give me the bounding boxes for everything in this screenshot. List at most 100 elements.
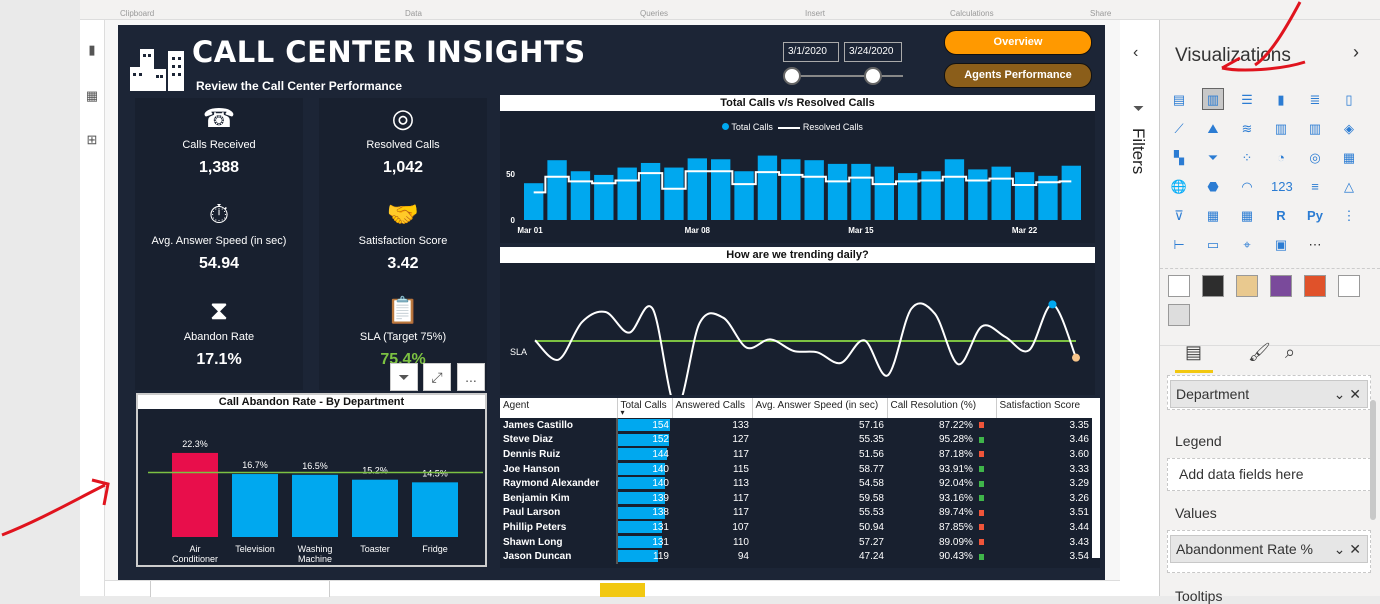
bar-total-calls — [687, 158, 707, 220]
line-column-icon[interactable]: ▥ — [1274, 121, 1288, 136]
table-row[interactable]: Joe Hanson 140 115 58.77 93.91% 3.33 — [500, 461, 1092, 477]
paginated-icon[interactable]: ▣ — [1274, 237, 1288, 252]
collapse-left-icon[interactable]: ‹ — [1133, 44, 1139, 61]
values-field-pill[interactable]: Abandonment Rate % ⌄ ✕ — [1170, 535, 1368, 563]
pane-scrollbar[interactable] — [1370, 400, 1376, 520]
focus-mode-icon[interactable]: ⤢ — [423, 363, 451, 391]
pie-icon[interactable]: ◔ — [1277, 150, 1285, 165]
python-visual-icon[interactable]: Py — [1307, 208, 1323, 223]
sort-descending-icon: ▾ — [620, 408, 625, 417]
date-slider-start-handle[interactable] — [783, 67, 801, 85]
map-icon[interactable]: 🌐 — [1170, 179, 1188, 194]
table-row[interactable]: Jason Duncan 119 94 47.24 90.43% 3.54 — [500, 549, 1092, 564]
start-date-input[interactable]: 3/1/2020 — [783, 42, 839, 62]
ribbon-icon[interactable]: ◈ — [1344, 121, 1354, 136]
table-row[interactable]: Shawn Long 131 110 57.27 89.09% 3.43 — [500, 534, 1092, 550]
report-view-icon[interactable]: ▮ — [88, 42, 96, 57]
100-bar-icon[interactable]: ≣ — [1309, 92, 1321, 107]
daily-trend-chart[interactable]: How are we trending daily? SLA — [500, 247, 1095, 395]
line-icon[interactable]: ⟋ — [1174, 121, 1184, 136]
table-row[interactable]: Phillip Peters 131 107 50.94 87.85% 3.44 — [500, 520, 1092, 535]
legend-total-calls: Total Calls — [731, 122, 773, 132]
custom-7-icon[interactable] — [1168, 304, 1190, 326]
table-scrollbar[interactable] — [1092, 398, 1100, 558]
clustered-column-icon[interactable]: ▮ — [1277, 92, 1285, 107]
qa-icon[interactable]: ▭ — [1206, 237, 1220, 252]
column-header[interactable]: Total Calls ▾ — [617, 398, 673, 418]
overview-button[interactable]: Overview — [944, 30, 1092, 55]
waterfall-icon[interactable]: ▚ — [1174, 150, 1184, 165]
satisfaction-score-cell: 3.46 — [1069, 434, 1089, 446]
call-resolution-cell: 87.22% — [887, 418, 996, 433]
table-row[interactable]: James Castillo 154 133 57.16 87.22% 3.35 — [500, 418, 1092, 433]
key-influencers-icon[interactable]: ⋮ — [1342, 208, 1356, 223]
filters-pane[interactable]: ‹ ⏷ Filters — [1120, 20, 1160, 596]
format-tab[interactable]: 🖌 — [1248, 342, 1271, 362]
stacked-area-icon[interactable]: ≋ — [1241, 121, 1253, 136]
table-row[interactable]: Benjamin Kim 139 117 59.58 93.16% 3.26 — [500, 490, 1092, 506]
kpi-panel-right — [319, 98, 487, 390]
column-header[interactable]: Satisfaction Score — [996, 398, 1093, 418]
table-row[interactable]: Steve Diaz 152 127 55.35 95.28% 3.46 — [500, 432, 1092, 448]
axis-field-pill[interactable]: Department ⌄ ✕ — [1170, 380, 1368, 408]
custom-6-icon[interactable] — [1338, 275, 1360, 297]
custom-1-icon[interactable] — [1168, 275, 1190, 297]
line-clustered-column-icon[interactable]: ▥ — [1308, 121, 1322, 136]
column-header[interactable]: Answered Calls — [672, 398, 753, 418]
filled-map-icon[interactable]: ⬣ — [1207, 179, 1219, 194]
r-visual-icon[interactable]: R — [1276, 208, 1286, 223]
total-calls-cell: 131 — [617, 520, 672, 535]
smart-narrative-icon[interactable]: ⌖ — [1243, 237, 1251, 252]
agents-table[interactable]: Agent Total Calls ▾ Answered Calls Avg. Answ… — [500, 398, 1100, 568]
expand-right-icon[interactable]: › — [1353, 42, 1359, 62]
slicer-icon[interactable]: ⊽ — [1174, 208, 1184, 223]
analytics-tab[interactable]: ⌕ — [1285, 342, 1296, 362]
column-header[interactable]: Avg. Answer Speed (in sec) — [752, 398, 888, 418]
filters-label[interactable]: Filters — [1129, 128, 1148, 175]
presentation-board-icon: 📋 — [386, 295, 420, 325]
legend-drop-zone[interactable]: Add data fields here — [1167, 458, 1371, 491]
end-date-input[interactable]: 3/24/2020 — [844, 42, 902, 62]
treemap-icon[interactable]: ▦ — [1342, 150, 1356, 165]
column-header[interactable]: Agent — [500, 398, 618, 418]
chevron-down-close-icon[interactable]: ⌄ ✕ — [1333, 386, 1361, 402]
100-column-icon[interactable]: ▯ — [1345, 92, 1353, 107]
scatter-icon[interactable]: ⁘ — [1241, 150, 1253, 165]
custom-2-icon[interactable] — [1202, 275, 1224, 297]
matrix-icon[interactable]: ▦ — [1240, 208, 1254, 223]
chevron-down-close-icon[interactable]: ⌄ ✕ — [1333, 541, 1361, 557]
fields-tab[interactable]: ▤ — [1185, 342, 1203, 362]
custom-4-icon[interactable] — [1270, 275, 1292, 297]
area-icon[interactable]: ⛰ — [1207, 121, 1219, 136]
more-options-button[interactable]: ... — [457, 363, 485, 391]
column-header[interactable]: Call Resolution (%) — [887, 398, 997, 418]
custom-3-icon[interactable] — [1236, 275, 1258, 297]
stacked-bar-icon[interactable]: ▤ — [1172, 92, 1186, 107]
more-icon[interactable]: ⋯ — [1308, 237, 1322, 252]
date-slider-track[interactable] — [793, 75, 903, 77]
custom-5-icon[interactable] — [1304, 275, 1326, 297]
table-row[interactable]: Dennis Ruiz 144 117 51.56 87.18% 3.60 — [500, 447, 1092, 462]
card-icon[interactable]: 123 — [1271, 179, 1293, 194]
stacked-column-icon[interactable]: ▥ — [1202, 88, 1224, 110]
table-row[interactable]: Raymond Alexander 140 113 54.58 92.04% 3.29 — [500, 476, 1092, 491]
table-row[interactable]: Paul Larson 138 117 55.53 89.74% 3.51 — [500, 505, 1092, 521]
table-icon[interactable]: ▦ — [1206, 208, 1220, 223]
filter-icon[interactable]: ⏷ — [390, 363, 418, 391]
donut-icon[interactable]: ◎ — [1309, 150, 1321, 165]
total-vs-resolved-chart[interactable]: Total Calls v/s Resolved Calls Total Cal… — [500, 95, 1095, 243]
data-view-icon[interactable]: ▦ — [85, 88, 99, 103]
agents-performance-button[interactable]: Agents Performance — [944, 63, 1092, 88]
multi-row-card-icon[interactable]: ≡ — [1311, 179, 1319, 194]
date-slider-end-handle[interactable] — [864, 67, 882, 85]
clustered-bar-icon[interactable]: ☰ — [1241, 92, 1253, 107]
model-view-icon[interactable]: ⊞ — [86, 132, 98, 147]
legend-line-icon — [778, 126, 801, 129]
gauge-icon[interactable]: ◠ — [1241, 179, 1253, 194]
page-tab[interactable] — [150, 581, 330, 597]
add-page-button[interactable] — [600, 583, 645, 597]
funnel-icon[interactable]: ⏷ — [1207, 150, 1219, 165]
kpi-icon[interactable]: △ — [1344, 179, 1354, 194]
abandon-rate-by-department-chart[interactable]: Call Abandon Rate - By Department 22.3% A… — [136, 393, 487, 567]
decomposition-tree-icon[interactable]: ⊢ — [1173, 237, 1185, 252]
